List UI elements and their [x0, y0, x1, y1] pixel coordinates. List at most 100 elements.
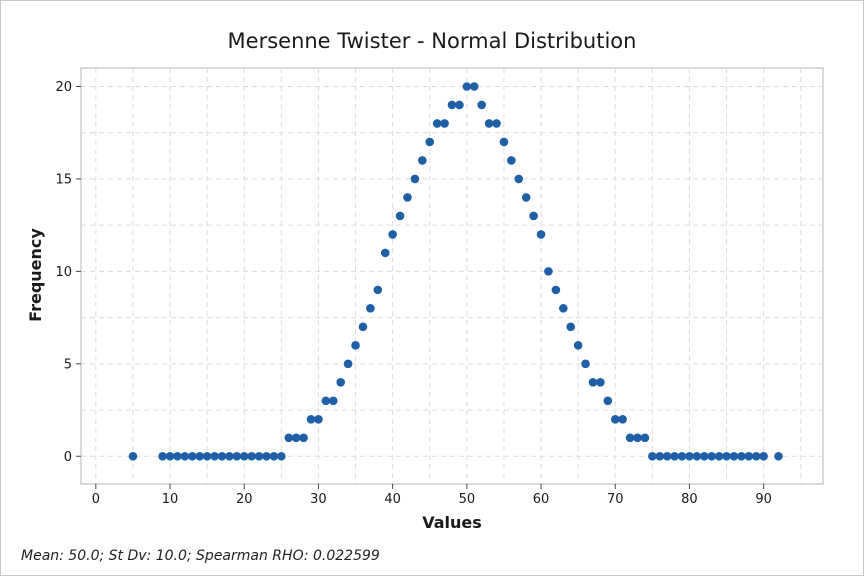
x-tick-label: 50 — [459, 492, 476, 507]
data-point — [477, 100, 486, 110]
x-tick-label: 0 — [92, 492, 100, 507]
x-tick-label: 60 — [533, 492, 550, 507]
data-point — [670, 451, 679, 461]
data-point — [447, 100, 457, 110]
y-tick-label: 10 — [55, 265, 72, 280]
x-tick-label: 90 — [755, 492, 772, 507]
data-point — [418, 156, 427, 165]
data-point — [640, 433, 650, 443]
data-point — [336, 378, 346, 387]
plot-area — [80, 67, 824, 485]
data-point — [559, 304, 568, 313]
data-point — [328, 396, 338, 406]
data-point — [380, 248, 390, 258]
data-point — [239, 451, 249, 461]
x-tick-label: 20 — [236, 492, 253, 507]
data-point — [774, 451, 783, 461]
data-points — [128, 82, 783, 461]
data-point — [210, 451, 219, 461]
y-axis-label: Frequency — [26, 228, 45, 322]
data-point — [655, 451, 665, 461]
y-tick-labels: 0 5 10 15 20 — [55, 80, 72, 465]
data-point — [173, 451, 182, 461]
y-tick-label: 5 — [64, 357, 72, 372]
data-point — [737, 451, 746, 461]
data-point — [714, 451, 724, 461]
data-point — [195, 451, 205, 461]
data-point — [499, 137, 509, 147]
data-point — [536, 230, 546, 239]
data-point — [707, 451, 716, 461]
data-point — [625, 433, 635, 443]
data-point — [462, 82, 472, 91]
data-point — [610, 414, 620, 424]
data-point — [291, 433, 301, 443]
data-point — [269, 451, 279, 461]
x-axis-label: Values — [422, 513, 482, 532]
data-point — [217, 451, 227, 461]
data-point — [410, 174, 420, 184]
data-point — [566, 322, 576, 332]
data-point — [395, 211, 405, 221]
data-point — [722, 451, 731, 461]
data-point — [343, 359, 353, 369]
data-point — [618, 414, 627, 424]
data-point — [403, 193, 412, 202]
data-point — [321, 396, 331, 406]
data-point — [692, 451, 702, 461]
data-point — [188, 451, 197, 461]
data-point — [314, 414, 323, 424]
data-point — [685, 451, 694, 461]
data-point — [484, 119, 494, 128]
data-point — [351, 341, 360, 350]
data-point — [662, 451, 672, 461]
data-point — [232, 451, 242, 461]
data-point — [603, 396, 613, 406]
x-tick-label: 80 — [681, 492, 698, 507]
data-point — [677, 451, 687, 461]
grid-lines — [81, 68, 823, 484]
y-tick-label: 20 — [55, 80, 72, 95]
x-tick-label: 70 — [607, 492, 624, 507]
chart-title: Mersenne Twister - Normal Distribution — [228, 29, 637, 53]
data-point — [432, 119, 442, 128]
data-point — [202, 451, 212, 461]
data-point — [306, 414, 316, 424]
data-point — [225, 451, 234, 461]
x-tick-labels: 0 10 20 30 40 50 60 70 80 90 — [92, 492, 772, 507]
data-point — [507, 156, 516, 165]
data-point — [699, 451, 709, 461]
data-point — [158, 451, 167, 461]
x-tick-label: 30 — [310, 492, 327, 507]
data-point — [759, 451, 768, 461]
data-point — [551, 285, 561, 295]
data-point — [366, 304, 375, 313]
data-point — [573, 341, 583, 350]
data-point — [128, 451, 138, 461]
y-tick-label: 15 — [55, 172, 72, 187]
data-point — [492, 119, 501, 128]
tick-marks — [76, 85, 765, 489]
data-point — [588, 378, 598, 387]
data-point — [262, 451, 271, 461]
y-tick-label: 0 — [64, 450, 72, 465]
data-point — [358, 322, 368, 332]
data-point — [425, 137, 435, 147]
x-tick-label: 10 — [162, 492, 179, 507]
data-point — [299, 433, 308, 443]
data-point — [440, 119, 449, 128]
data-point — [514, 174, 524, 184]
data-point — [373, 285, 383, 295]
data-point — [633, 433, 642, 443]
data-point — [751, 451, 761, 461]
data-point — [729, 451, 739, 461]
data-point — [469, 82, 479, 91]
data-point — [544, 267, 553, 276]
statistics-footnote: Mean: 50.0; St Dv: 10.0; Spearman RHO: 0… — [21, 548, 380, 564]
data-point — [180, 451, 190, 461]
data-point — [596, 378, 605, 387]
data-point — [165, 451, 175, 461]
data-point — [277, 451, 286, 461]
data-point — [455, 100, 464, 110]
